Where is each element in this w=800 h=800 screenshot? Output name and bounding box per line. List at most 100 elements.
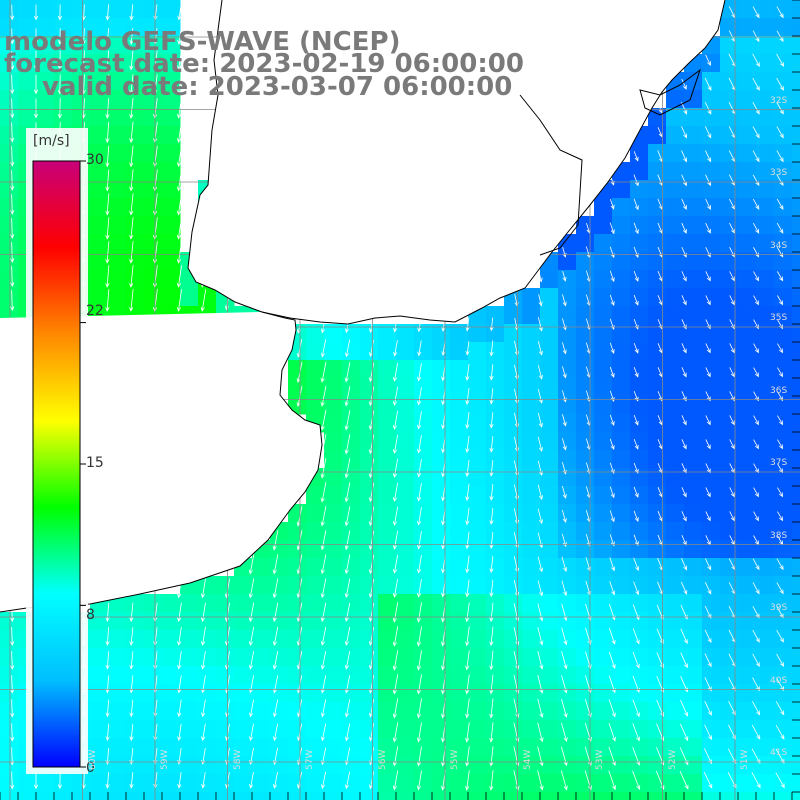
wind-arrow — [632, 628, 640, 645]
wind-arrow — [776, 271, 784, 282]
wind-arrow — [729, 487, 735, 498]
wind-arrow — [489, 579, 494, 598]
wind-arrow — [705, 150, 712, 163]
wind-arrow — [105, 265, 110, 288]
wind-arrow — [656, 652, 664, 669]
wind-arrow — [392, 530, 399, 550]
lat-label: 36S — [770, 386, 788, 396]
wind-arrow — [368, 482, 375, 503]
wind-arrow — [776, 198, 784, 210]
wind-arrow — [729, 439, 735, 450]
wind-arrow — [489, 698, 494, 719]
wind-arrow — [129, 265, 134, 288]
wind-arrow — [752, 222, 760, 234]
wind-arrow — [320, 386, 327, 407]
wind-arrow — [728, 724, 737, 740]
wind-arrow — [248, 699, 255, 718]
wind-arrow — [129, 699, 134, 718]
lon-label: 57W — [305, 749, 315, 770]
wind-arrow — [705, 54, 711, 67]
wind-arrow — [609, 510, 615, 523]
wind-arrow — [537, 698, 544, 719]
wind-arrow — [368, 554, 375, 575]
wind-arrow — [344, 482, 351, 503]
wind-arrow — [129, 98, 134, 119]
wind-arrow — [465, 602, 470, 623]
wind-arrow — [272, 626, 279, 646]
wind-arrow — [538, 294, 543, 307]
wind-arrow — [489, 436, 494, 453]
wind-arrow — [105, 193, 110, 216]
wind-arrow — [10, 122, 15, 143]
wind-arrow — [609, 270, 615, 283]
wind-arrow — [248, 626, 255, 646]
wind-arrow — [705, 439, 711, 450]
wind-arrow — [633, 367, 639, 378]
wind-arrow — [248, 554, 255, 575]
coastline-south — [0, 311, 323, 613]
wind-arrow — [249, 723, 254, 742]
wind-arrow — [609, 222, 615, 235]
wind-arrow — [105, 651, 110, 670]
wind-arrow — [10, 28, 15, 45]
wind-arrow — [10, 289, 15, 311]
wind-arrow — [489, 317, 494, 332]
wind-arrow — [33, 98, 39, 119]
wind-arrow — [176, 289, 182, 312]
wind-arrow — [10, 98, 15, 119]
wind-arrow — [489, 388, 494, 405]
wind-arrow — [489, 674, 494, 695]
wind-arrow — [489, 484, 494, 501]
wind-arrow — [537, 603, 544, 622]
wind-arrow — [489, 531, 494, 549]
wind-arrow — [681, 198, 687, 211]
wind-arrow — [776, 222, 784, 234]
wind-arrow — [105, 699, 110, 718]
wind-arrow — [344, 651, 351, 670]
wind-arrow — [272, 578, 279, 599]
wind-arrow — [705, 463, 711, 474]
wind-arrow — [320, 602, 327, 623]
wind-arrow — [176, 169, 182, 192]
wind-arrow — [776, 150, 784, 163]
wind-arrow — [57, 28, 62, 45]
wind-arrow — [416, 674, 423, 695]
lat-label: 34S — [770, 241, 788, 251]
wind-arrow — [752, 30, 760, 43]
wind-arrow — [753, 295, 759, 306]
wind-arrow — [633, 581, 640, 596]
wind-arrow — [680, 581, 688, 595]
wind-arrow — [344, 723, 351, 742]
wind-arrow — [776, 77, 784, 91]
wind-arrow — [681, 271, 687, 282]
wind-arrow — [465, 411, 470, 429]
wind-arrow — [632, 723, 641, 742]
wind-arrow — [777, 415, 784, 426]
wind-arrow — [752, 102, 760, 115]
lat-label: 39S — [770, 603, 788, 613]
wind-arrow — [776, 582, 784, 595]
wind-arrow — [129, 169, 134, 192]
wind-arrow — [10, 723, 15, 742]
wind-arrow — [392, 698, 399, 719]
wind-arrow — [176, 145, 182, 168]
wind-arrow — [775, 701, 785, 716]
wind-arrow — [705, 415, 711, 426]
wind-arrow — [537, 722, 544, 743]
wind-arrow — [561, 580, 568, 597]
wind-arrow — [681, 415, 687, 426]
wind-arrow — [656, 628, 664, 645]
wind-arrow — [753, 271, 759, 282]
wind-arrow — [417, 555, 422, 574]
wind-arrow — [681, 558, 688, 571]
wind-arrow — [105, 241, 110, 264]
wind-arrow — [201, 723, 206, 742]
wind-arrow — [703, 771, 713, 789]
wind-arrow — [344, 506, 351, 527]
wind-arrow — [729, 511, 735, 522]
wind-arrow — [344, 530, 351, 551]
wind-arrow — [729, 343, 735, 354]
wind-arrow — [368, 434, 375, 455]
wind-arrow — [177, 602, 182, 623]
wind-arrow — [633, 534, 639, 547]
